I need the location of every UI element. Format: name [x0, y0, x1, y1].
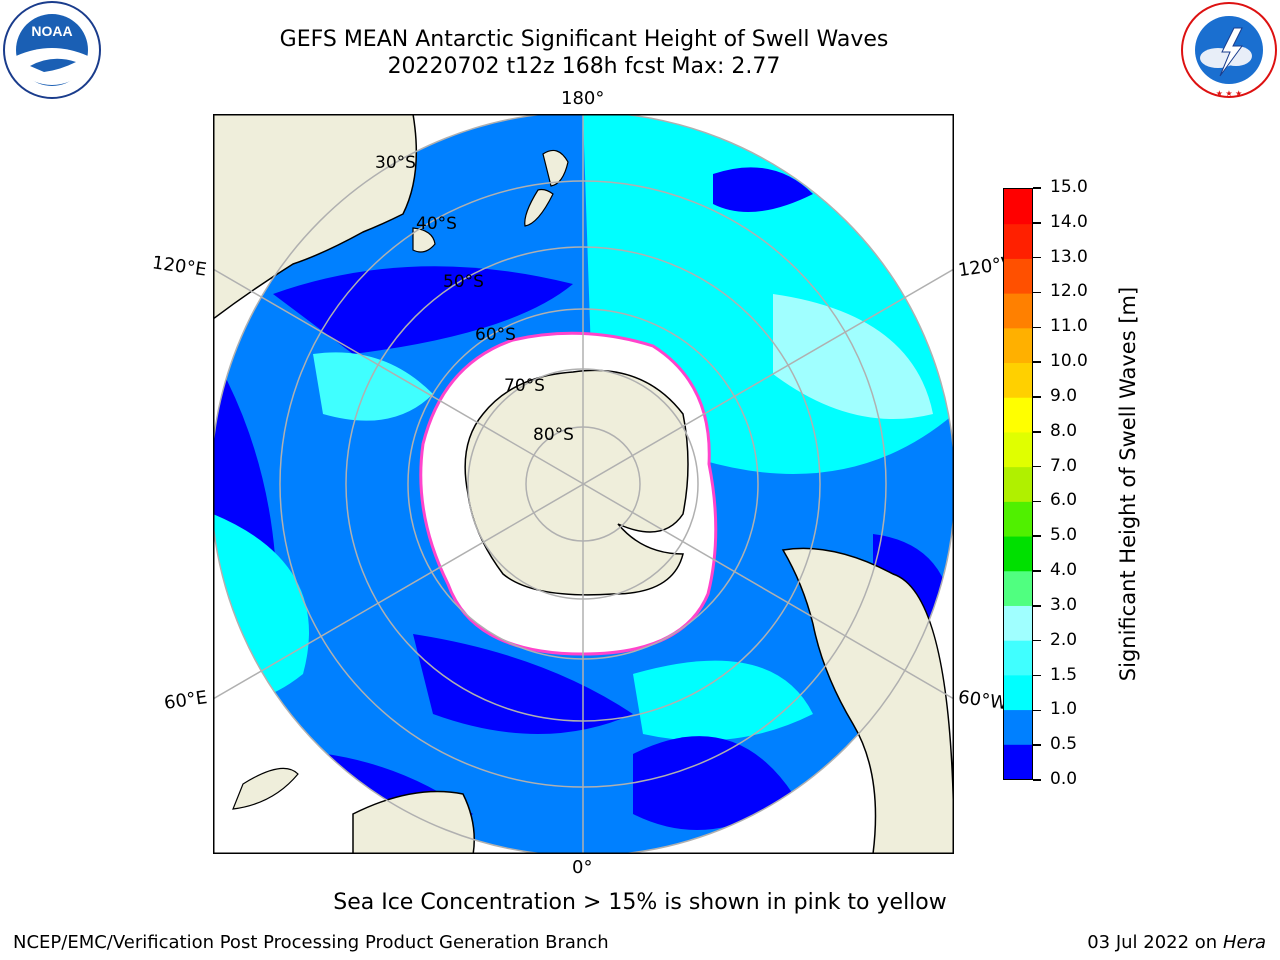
colorbar-label: Significant Height of Swell Waves [m] — [1116, 286, 1140, 682]
colorbar-tick-label: 15.0 — [1050, 177, 1088, 197]
colorbar-segment — [1004, 258, 1032, 294]
colorbar-tick-mark — [1033, 431, 1041, 433]
colorbar-tick-label: 4.0 — [1050, 560, 1078, 581]
colorbar-segment — [1004, 605, 1032, 641]
colorbar-segment — [1004, 362, 1032, 398]
tasmania — [412, 227, 436, 253]
footer-host: Hera — [1222, 932, 1266, 953]
colorbar-tick-label: 14.0 — [1050, 211, 1088, 232]
colorbar-segment — [1004, 397, 1032, 433]
colorbar-segment — [1004, 293, 1032, 329]
antarctica — [464, 369, 689, 596]
footer-date-text: 03 Jul 2022 on — [1087, 932, 1223, 953]
footer-credit: NCEP/EMC/Verification Post Processing Pr… — [13, 932, 609, 953]
colorbar — [1003, 188, 1033, 780]
colorbar-tick-mark — [1033, 605, 1041, 607]
colorbar-tick-mark — [1033, 500, 1041, 503]
colorbar-segment — [1004, 709, 1032, 745]
colorbar-tick-label: 7.0 — [1050, 455, 1078, 476]
colorbar-segment — [1004, 536, 1032, 572]
colorbar-segment — [1004, 431, 1032, 468]
sea-ice-caption: Sea Ice Concentration > 15% is shown in … — [333, 890, 947, 915]
colorbar-tick-mark — [1033, 222, 1041, 224]
colorbar-tick-mark — [1033, 639, 1041, 642]
colorbar-tick-mark — [1033, 326, 1041, 329]
colorbar-tick-label: 2.0 — [1050, 629, 1078, 650]
colorbar-tick-label: 3.0 — [1050, 594, 1078, 615]
colorbar-segment — [1004, 640, 1032, 676]
nws-logo: ★ ★ ★ — [1181, 2, 1277, 98]
colorbar-tick-mark — [1033, 187, 1041, 189]
colorbar-tick-label: 0.0 — [1050, 769, 1078, 789]
colorbar-tick-label: 12.0 — [1050, 281, 1088, 302]
lon-label-0: 0° — [572, 857, 593, 878]
australia — [213, 114, 418, 320]
footer-date: 03 Jul 2022 on Hera — [1087, 932, 1266, 953]
colorbar-tick-label: 11.0 — [1050, 316, 1088, 337]
colorbar-segment — [1004, 501, 1032, 537]
colorbar-tick-mark — [1033, 570, 1041, 572]
svg-text:★ ★ ★: ★ ★ ★ — [1216, 89, 1243, 98]
lon-label-60w: 60°W — [956, 686, 1009, 715]
colorbar-tick-mark — [1033, 779, 1041, 781]
lat-label-80: 80°S — [533, 425, 574, 445]
madagascar — [232, 767, 299, 810]
colorbar-tick-mark — [1033, 674, 1041, 677]
noaa-logo-text: NOAA — [31, 23, 72, 39]
lat-label-50: 50°S — [443, 272, 484, 292]
chart-subtitle: 20220702 t12z 168h fcst Max: 2.77 — [387, 54, 781, 79]
colorbar-segment — [1004, 570, 1032, 606]
colorbar-segment — [1004, 744, 1032, 779]
chart-title: GEFS MEAN Antarctic Significant Height o… — [279, 27, 889, 52]
lat-label-40: 40°S — [416, 214, 457, 234]
colorbar-tick-label: 13.0 — [1050, 246, 1088, 267]
colorbar-segment — [1004, 327, 1032, 364]
colorbar-segment — [1004, 466, 1032, 502]
colorbar-tick-label: 1.5 — [1050, 664, 1078, 685]
colorbar-tick-mark — [1033, 709, 1041, 712]
noaa-logo: NOAA — [3, 1, 101, 99]
colorbar-tick-mark — [1033, 256, 1041, 259]
map-frame — [213, 114, 954, 854]
swell-height-map: 30°S 40°S 50°S 60°S 70°S 80°S — [213, 114, 954, 854]
colorbar-tick-label: 10.0 — [1050, 351, 1088, 372]
colorbar-tick-mark — [1033, 361, 1041, 363]
colorbar-segment — [1004, 674, 1032, 711]
lon-label-180: 180° — [561, 88, 605, 109]
colorbar-tick-mark — [1033, 291, 1041, 294]
lat-label-30: 30°S — [375, 153, 416, 173]
africa — [352, 790, 475, 854]
colorbar-tick-mark — [1033, 535, 1041, 537]
new-zealand — [524, 149, 569, 227]
lat-label-70: 70°S — [504, 376, 545, 396]
lat-label-60: 60°S — [475, 325, 516, 345]
colorbar-tick-label: 6.0 — [1050, 490, 1078, 511]
lon-label-120e: 120°E — [150, 252, 208, 281]
colorbar-tick-label: 8.0 — [1050, 420, 1078, 441]
colorbar-tick-label: 5.0 — [1050, 525, 1078, 546]
colorbar-tick-mark — [1033, 744, 1041, 746]
colorbar-tick-mark — [1033, 465, 1041, 468]
colorbar-tick-label: 9.0 — [1050, 385, 1078, 406]
colorbar-tick-label: 1.0 — [1050, 699, 1078, 720]
colorbar-segment — [1004, 223, 1032, 259]
graticule — [213, 114, 954, 854]
colorbar-tick-label: 0.5 — [1050, 734, 1078, 755]
lon-label-60e: 60°E — [162, 687, 209, 714]
colorbar-tick-mark — [1033, 396, 1041, 398]
colorbar-segment — [1004, 189, 1032, 225]
